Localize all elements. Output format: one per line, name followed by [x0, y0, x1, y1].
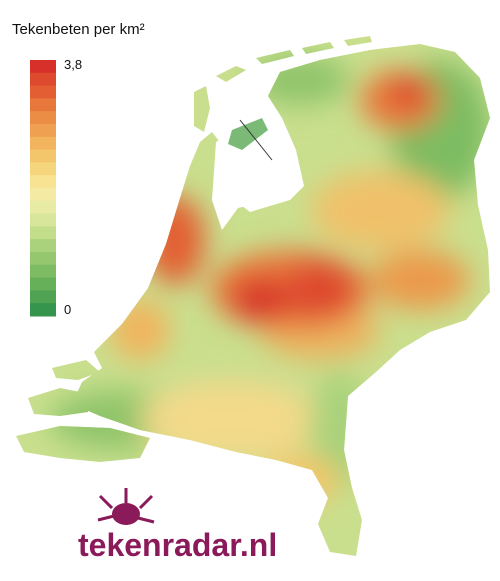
legend-swatch [30, 85, 56, 99]
afsluitdijk [239, 119, 273, 161]
legend-swatch [30, 188, 56, 202]
legend-swatch [30, 264, 56, 279]
logo: tekenradar.nl [78, 488, 277, 563]
legend-swatch [30, 98, 56, 112]
legend-swatch [30, 303, 56, 317]
legend-min-label: 0 [64, 302, 71, 317]
legend-swatch [30, 149, 56, 163]
legend-swatch [30, 213, 56, 227]
legend-swatch [30, 175, 56, 189]
title: Tekenbeten per km² [12, 21, 145, 38]
noord-holland-green [228, 118, 268, 150]
legend-swatch [30, 124, 56, 138]
legend-swatch [30, 162, 56, 176]
logo-text: tekenradar.nl [78, 527, 277, 563]
logo-legs [97, 488, 155, 524]
logo-tick [112, 503, 140, 525]
legend-swatch [30, 252, 56, 266]
legend-swatch [30, 290, 56, 304]
legend-swatch [30, 136, 56, 151]
legend-swatch [30, 60, 56, 74]
legend-swatch [30, 72, 56, 87]
legend: 3,80 [30, 57, 82, 317]
legend-max-label: 3,8 [64, 57, 82, 72]
legend-swatch [30, 277, 56, 291]
legend-swatch [30, 226, 56, 240]
legend-swatch [30, 239, 56, 253]
legend-swatch [30, 111, 56, 125]
legend-swatch [30, 200, 56, 215]
